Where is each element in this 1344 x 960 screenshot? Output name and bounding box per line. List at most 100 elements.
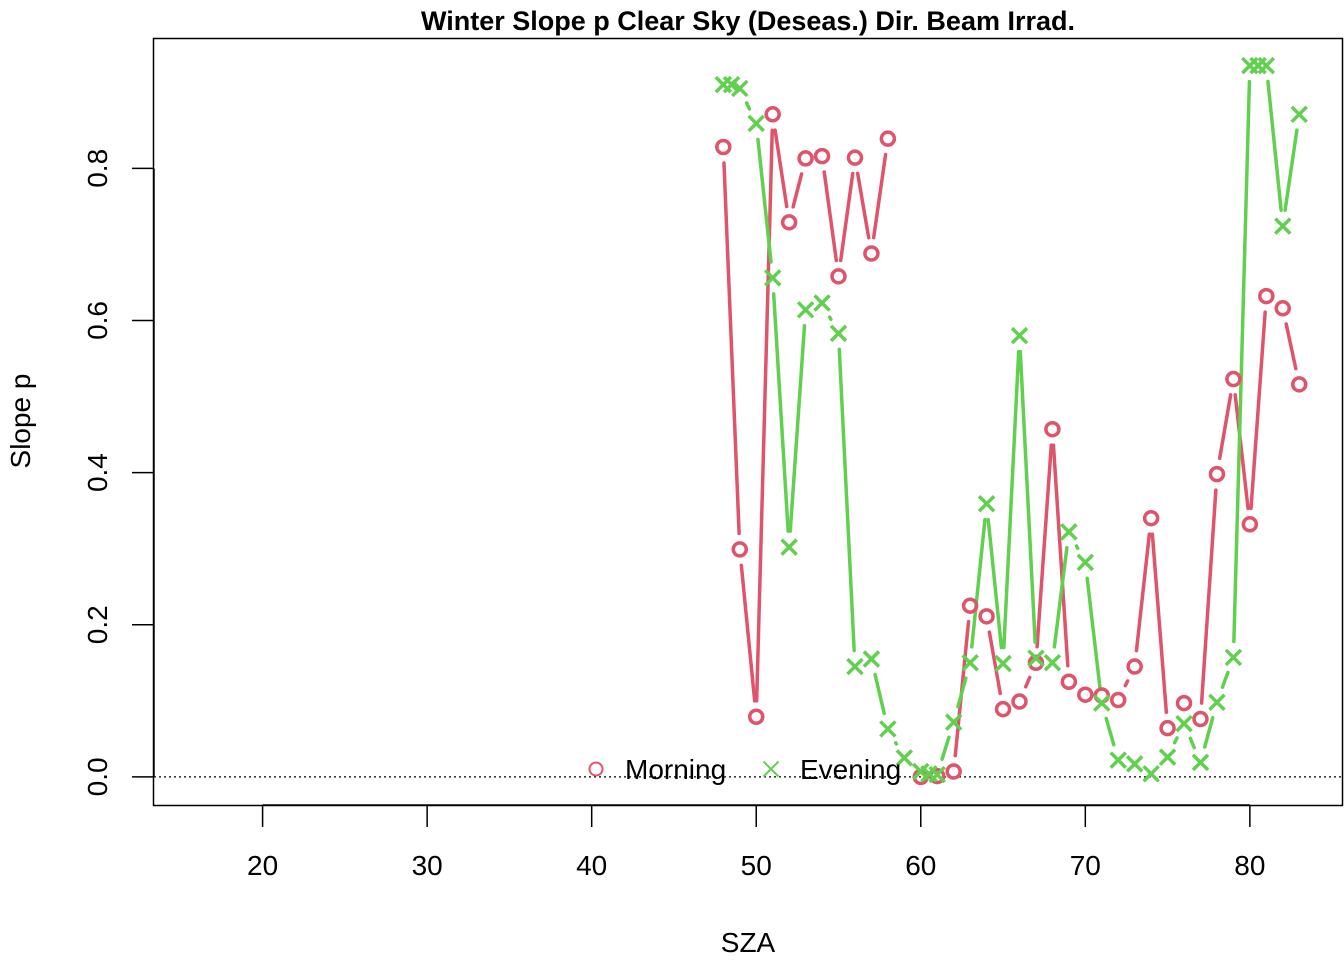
legend-evening-label: Evening (800, 754, 901, 785)
morning-point (1142, 509, 1160, 527)
legend: Morning Evening (588, 754, 901, 785)
legend-morning-marker (588, 761, 604, 777)
morning-line-segment (1150, 532, 1169, 714)
evening-point (1257, 56, 1276, 75)
evening-point (846, 657, 864, 676)
evening-point (1093, 694, 1111, 712)
evening-point (731, 79, 749, 98)
morning-line-segment (1134, 532, 1152, 653)
morning-line-segment (754, 128, 774, 703)
evening-line-segment (744, 101, 752, 111)
evening-point (1142, 765, 1160, 783)
evening-line-segment (1052, 546, 1069, 649)
evening-line-segment (837, 347, 856, 653)
morning-point (747, 708, 765, 726)
x-tick-label: 40 (576, 850, 607, 881)
morning-point (780, 214, 798, 231)
evening-point (780, 538, 798, 556)
y-tick-label: 0.8 (82, 149, 113, 188)
morning-point (715, 138, 732, 156)
evening-point (1224, 648, 1243, 667)
morning-point (1126, 658, 1143, 675)
evening-line-segment (756, 137, 773, 264)
evening-line-segment (1283, 128, 1299, 213)
morning-line-segment (871, 152, 888, 240)
evening-point (813, 294, 831, 312)
morning-point (1192, 710, 1209, 728)
evening-point (747, 114, 765, 133)
morning-point (1175, 694, 1193, 712)
evening-point (994, 654, 1012, 673)
morning-point (1077, 686, 1094, 703)
evening-line-segment (873, 672, 886, 716)
morning-point (764, 106, 781, 123)
morning-point (978, 608, 995, 625)
morning-line-segment (1233, 393, 1250, 511)
x-tick-label: 70 (1070, 850, 1101, 881)
morning-point (1208, 465, 1226, 483)
evening-point (763, 269, 782, 287)
evening-point (1027, 649, 1045, 667)
y-tick-label: 0.6 (82, 301, 113, 340)
x-tick-label: 60 (905, 850, 936, 881)
morning-point (1159, 719, 1176, 737)
morning-line-segment (791, 172, 804, 209)
morning-line-segment (739, 563, 757, 703)
y-tick-label: 0.2 (82, 605, 113, 644)
chart-title: Winter Slope p Clear Sky (Deseas.) Dir. … (421, 6, 1075, 36)
morning-line-segment (1217, 393, 1233, 461)
evening-point (944, 713, 963, 731)
morning-point (1060, 673, 1078, 691)
evening-point (796, 301, 815, 319)
morning-line-segment (838, 171, 855, 263)
morning-point (1011, 693, 1028, 710)
evening-point (1191, 753, 1210, 772)
evening-line-segment (1220, 670, 1230, 690)
morning-point (879, 130, 897, 147)
legend-evening-marker (762, 760, 780, 778)
morning-point (994, 700, 1012, 718)
x-tick-label: 80 (1234, 850, 1265, 881)
morning-point (1290, 376, 1308, 393)
y-tick-label: 0.4 (82, 453, 113, 492)
evening-line-segment (827, 315, 833, 322)
evening-point (928, 765, 946, 784)
evening-point (1125, 755, 1144, 773)
evening-point (1208, 693, 1226, 712)
evening-point (977, 495, 996, 513)
evening-line-segment (970, 517, 987, 649)
evening-line-segment (788, 324, 807, 533)
y-axis-label: Slope p (5, 374, 36, 469)
morning-point (1109, 691, 1127, 709)
evening-point (1109, 751, 1127, 769)
evening-line-segment (894, 741, 899, 746)
morning-line-segment (773, 128, 789, 209)
evening-line-segment (1002, 349, 1021, 650)
morning-line-segment (855, 171, 871, 240)
evening-line-segment (1202, 715, 1215, 749)
x-tick-label: 50 (741, 850, 772, 881)
morning-point (1225, 370, 1242, 388)
evening-line-segment (1266, 79, 1283, 212)
morning-point (863, 245, 880, 262)
morning-point (1241, 516, 1259, 533)
morning-point (961, 597, 979, 614)
evening-point (1175, 714, 1193, 733)
evening-point (829, 324, 848, 343)
evening-point (961, 654, 979, 672)
evening-point (862, 650, 881, 668)
morning-point (1258, 287, 1275, 305)
evening-line-segment (1188, 736, 1196, 750)
x-tick-label: 20 (247, 850, 278, 881)
evening-point (1290, 105, 1308, 124)
morning-line-segment (1023, 675, 1032, 689)
legend-morning-label: Morning (625, 754, 726, 785)
morning-point (830, 268, 847, 285)
morning-line-segment (722, 161, 741, 536)
morning-line-segment (1284, 322, 1298, 371)
evening-point (1060, 523, 1078, 541)
evening-point (879, 720, 897, 738)
evening-line-segment (986, 517, 1004, 650)
evening-line-segment (956, 676, 968, 709)
